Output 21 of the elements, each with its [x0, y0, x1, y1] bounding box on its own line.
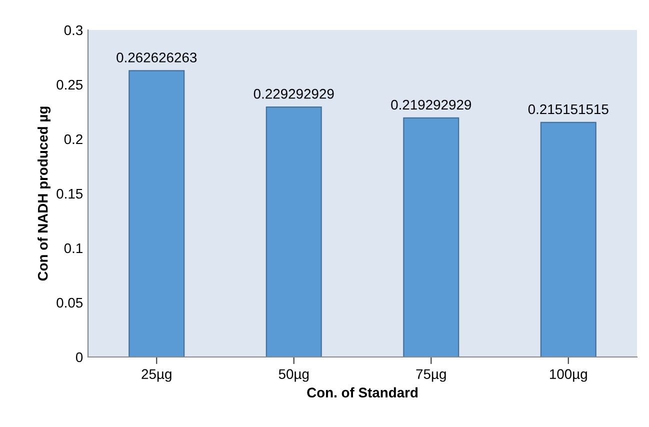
x-tick-label: 75µg: [416, 369, 446, 382]
data-label: 0.229292929: [254, 88, 334, 99]
x-tick-label: 100µg: [550, 369, 587, 382]
y-tick-label: 0: [76, 352, 83, 362]
bar: [128, 70, 185, 357]
data-label: 0.219292929: [391, 100, 472, 110]
data-label: 0.215151515: [528, 104, 608, 114]
y-tick-label: 0.15: [56, 188, 83, 199]
x-tick-label: 50µg: [278, 369, 309, 382]
bar: [403, 117, 460, 357]
y-tick-label: 0.2: [64, 134, 82, 144]
x-tick-label: 25µg: [142, 369, 172, 382]
bar: [540, 122, 596, 357]
y-tick-label: 0.05: [56, 298, 83, 308]
y-tick-label: 0.1: [64, 243, 82, 254]
bar: [266, 106, 322, 357]
y-tick-label: 0.25: [56, 80, 83, 90]
y-tick-label: 0.3: [64, 25, 83, 36]
x-axis-title: Con. of Standard: [307, 387, 418, 398]
y-axis-title: Con of NADH produced µg: [38, 106, 51, 281]
data-label: 0.262626263: [116, 52, 197, 62]
